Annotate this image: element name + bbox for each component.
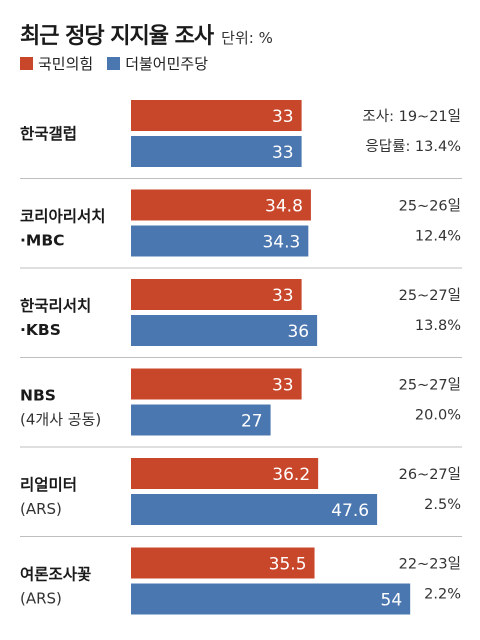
legend-label-ppp: 국민의힘 [38,55,94,73]
title-row: 최근 정당 지지율 조사 단위: % [20,18,273,50]
chart-title: 최근 정당 지지율 조사 [20,24,214,49]
bar-ppp [131,279,302,310]
bar-dpk [131,583,411,615]
bar-dpk [131,225,309,257]
bar-ppp [131,100,302,131]
response-rate: 2.5% [424,497,461,513]
bar-value-dpk: 34.3 [262,233,300,253]
pollster-label: 한국갤럽 [20,124,77,143]
pollster-sublabel: (4개사 공동) [20,411,101,429]
pollster-label: 코리아리서치 [20,208,106,226]
legend-swatch-ppp [20,57,33,70]
bar-ppp [131,189,311,221]
bar-value-ppp: 33 [272,107,294,127]
pollster-label: 여론조사꽃 [20,566,91,584]
pollster-sublabel: ·MBC [20,232,65,250]
bar-ppp [131,547,315,579]
bar-ppp [131,368,302,400]
response-rate: 응답률: 13.4% [365,138,461,155]
pollster-sublabel: (ARS) [20,500,62,518]
survey-dates: 25~27일 [399,377,461,394]
bar-dpk [131,136,302,167]
survey-dates: 26~27일 [399,466,461,483]
bar-value-dpk: 54 [381,591,403,611]
legend-item-ppp: 국민의힘 [20,53,93,74]
unit-label: 단위: % [221,29,273,47]
survey-dates: 조사: 19~21일 [362,108,461,125]
bar-value-dpk: 33 [272,143,294,163]
bar-value-ppp: 33 [272,376,294,396]
survey-dates: 25~26일 [399,198,461,215]
response-rate: 13.8% [415,318,461,334]
legend-swatch-dpk [107,57,121,70]
survey-dates: 22~23일 [399,556,461,573]
legend-item-dpk: 더불어민주당 [107,53,208,74]
pollster-sublabel: (ARS) [20,590,62,608]
bar-value-ppp: 35.5 [269,555,307,575]
pollster-label: NBS [20,387,56,405]
pollster-label: 한국리서치 [20,296,91,315]
response-rate: 2.2% [424,587,461,603]
bar-value-ppp: 36.2 [272,465,310,485]
bar-dpk [131,404,271,436]
survey-dates: 25~27일 [399,287,461,304]
bar-dpk [131,315,318,346]
bar-value-ppp: 34.8 [265,197,303,217]
bar-value-dpk: 47.6 [331,501,369,521]
legend-label-dpk: 더불어민주당 [125,55,209,73]
bar-ppp [131,458,319,489]
bar-value-dpk: 27 [241,412,263,432]
pollster-label: 리얼미터 [20,476,77,494]
legend: 국민의힘 더불어민주당 [20,53,222,74]
response-rate: 12.4% [415,229,461,245]
bar-value-dpk: 36 [287,322,309,342]
pollster-sublabel: ·KBS [20,321,61,339]
response-rate: 20.0% [415,408,461,424]
bar-value-ppp: 33 [272,286,294,306]
bar-dpk [131,494,378,525]
